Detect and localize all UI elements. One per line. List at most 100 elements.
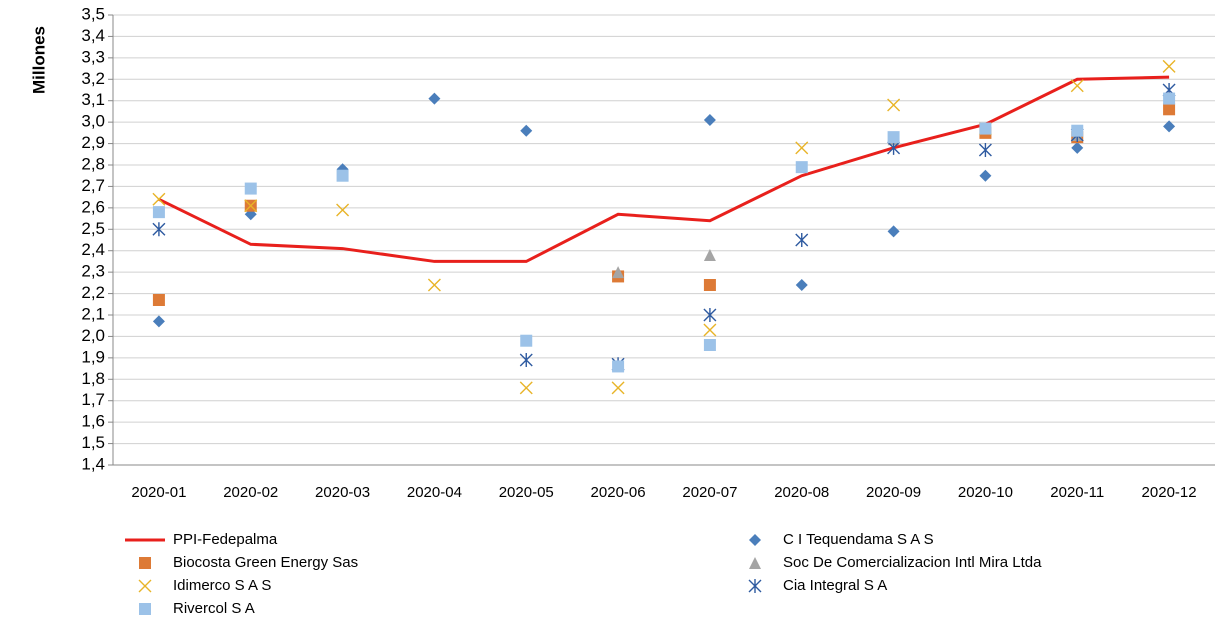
legend-item: Soc De Comercializacion Intl Mira Ltda <box>749 554 1042 571</box>
y-tick-label: 2,1 <box>81 304 105 323</box>
point <box>152 206 165 219</box>
point <box>1162 59 1176 73</box>
legend-swatch <box>749 534 761 546</box>
point <box>520 334 533 347</box>
point <box>887 131 900 144</box>
legend-swatch <box>139 603 151 615</box>
point <box>887 98 901 112</box>
point <box>152 222 166 237</box>
point <box>520 124 533 137</box>
y-tick-label: 3,4 <box>81 26 105 45</box>
y-tick-label: 3,0 <box>81 112 105 131</box>
y-tick-label: 2,9 <box>81 133 105 152</box>
point <box>336 169 349 182</box>
point <box>703 308 717 322</box>
x-tick-label: 2020-03 <box>315 484 370 501</box>
point <box>519 353 533 367</box>
point <box>979 169 992 182</box>
y-tick-label: 1,6 <box>81 412 105 431</box>
y-tick-label: 2,6 <box>81 197 105 216</box>
x-tick-label: 2020-07 <box>682 484 737 501</box>
legend-swatch <box>749 557 761 569</box>
point <box>244 199 258 213</box>
point <box>887 140 901 155</box>
point <box>612 360 625 373</box>
point <box>795 233 809 247</box>
legend-swatch <box>138 579 152 593</box>
x-tick-label: 2020-01 <box>131 484 186 501</box>
legend-label: Rivercol S A <box>173 600 255 617</box>
legend-swatch <box>139 557 151 569</box>
point <box>703 249 716 261</box>
x-tick-label: 2020-12 <box>1142 484 1197 501</box>
legend-label: C I Tequendama S A S <box>783 531 934 548</box>
y-tick-label: 2,7 <box>81 176 105 195</box>
y-tick-label: 2,0 <box>81 326 105 345</box>
y-tick-label: 3,2 <box>81 69 105 88</box>
x-tick-label: 2020-04 <box>407 484 462 501</box>
legend-label: Soc De Comercializacion Intl Mira Ltda <box>783 554 1042 571</box>
y-tick-label: 1,5 <box>81 433 105 452</box>
series-line <box>158 75 1170 263</box>
legend-item: Idimerco S A S <box>138 577 271 594</box>
point <box>795 141 809 155</box>
y-tick-label: 2,3 <box>81 262 105 281</box>
point <box>152 192 166 206</box>
x-tick-label: 2020-05 <box>499 484 554 501</box>
point <box>612 266 625 279</box>
y-tick-label: 2,2 <box>81 283 105 302</box>
legend-label: Cia Integral S A <box>783 577 887 594</box>
point <box>1163 103 1176 116</box>
x-tick-label: 2020-10 <box>958 484 1013 501</box>
legend-label: Biocosta Green Energy Sas <box>173 554 358 571</box>
point <box>427 278 441 292</box>
x-tick-label: 2020-02 <box>223 484 278 501</box>
legend-item: PPI-Fedepalma <box>125 531 278 548</box>
point <box>1163 120 1176 133</box>
point <box>1071 141 1084 154</box>
x-tick-label: 2020-09 <box>866 484 921 501</box>
point <box>795 161 808 174</box>
point <box>1070 79 1084 93</box>
x-tick-label: 2020-06 <box>591 484 646 501</box>
point <box>1071 124 1084 137</box>
legend-item: Rivercol S A <box>139 600 255 617</box>
point <box>979 122 992 135</box>
y-tick-label: 1,8 <box>81 369 105 388</box>
point <box>428 92 441 105</box>
legend-item: Biocosta Green Energy Sas <box>139 554 358 571</box>
point <box>703 114 716 126</box>
y-tick-label: 3,3 <box>81 47 105 66</box>
legend-swatch <box>748 579 762 593</box>
point <box>703 323 717 337</box>
legend-item: C I Tequendama S A S <box>749 531 934 548</box>
y-tick-label: 1,9 <box>81 347 105 366</box>
y-tick-label: 3,5 <box>81 4 105 23</box>
legend: PPI-Fedepalma C I Tequendama S A S Biocost… <box>125 531 1042 617</box>
y-tick-label: 2,5 <box>81 219 105 238</box>
point <box>152 315 165 328</box>
point <box>611 381 625 395</box>
point <box>152 294 165 306</box>
point <box>336 203 350 217</box>
y-tick-label: 1,7 <box>81 390 105 409</box>
x-tick-label: 2020-08 <box>774 484 829 501</box>
point <box>795 279 808 291</box>
y-tick-label: 1,4 <box>81 454 105 473</box>
point <box>978 143 992 157</box>
point <box>703 279 716 291</box>
y-tick-label: 2,8 <box>81 154 105 173</box>
legend-label: PPI-Fedepalma <box>173 531 278 548</box>
point <box>703 339 716 351</box>
legend-item: Cia Integral S A <box>748 577 887 594</box>
y-axis-label: Millones <box>29 26 48 94</box>
y-tick-label: 2,4 <box>81 240 105 259</box>
point <box>1163 92 1176 105</box>
point <box>887 225 900 238</box>
x-tick-label: 2020-11 <box>1050 484 1104 501</box>
y-tick-label: 3,1 <box>81 90 105 109</box>
legend-label: Idimerco S A S <box>173 577 271 594</box>
point <box>244 182 257 195</box>
point <box>519 381 533 395</box>
